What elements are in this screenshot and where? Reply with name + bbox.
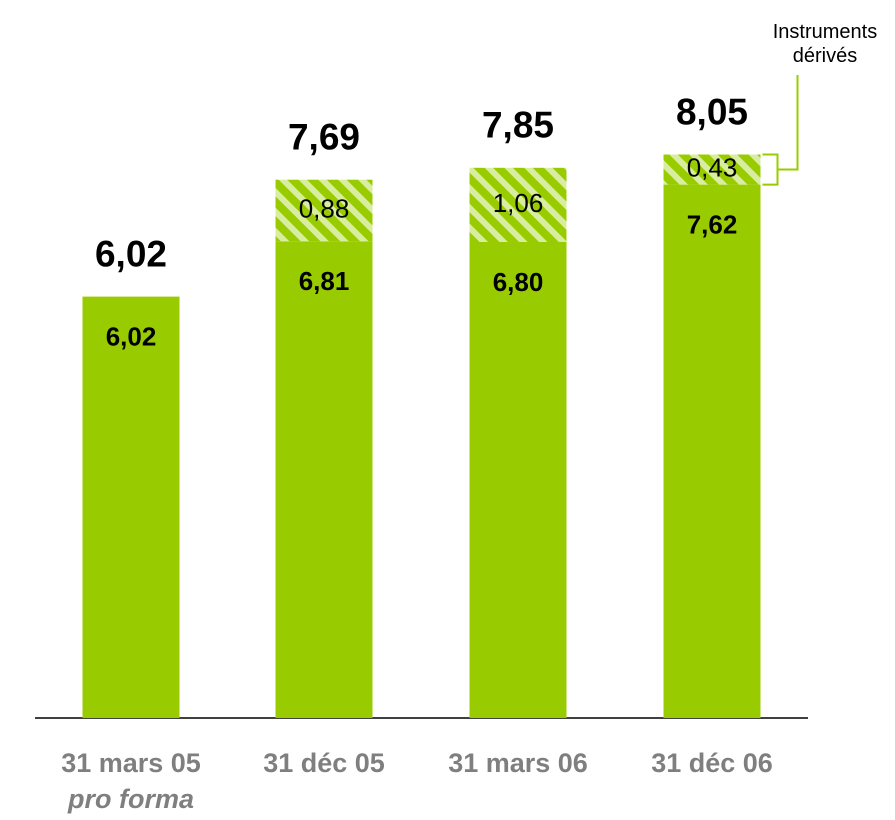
value-label: 1,06 (493, 188, 544, 218)
bar-segment (469, 242, 567, 718)
total-label: 6,02 (95, 233, 167, 274)
hatched-segment (469, 167, 567, 242)
value-label: 6,02 (106, 321, 157, 351)
hatched-segment (663, 154, 761, 185)
callout-bracket (762, 75, 799, 186)
hatched-segment (275, 179, 373, 242)
bar-segment (663, 184, 761, 719)
bar-segment (82, 296, 180, 718)
x-tick-label: 31 déc 05 (263, 748, 385, 778)
value-label: 6,80 (493, 267, 544, 297)
total-label: 7,69 (288, 116, 360, 157)
value-label: 7,62 (687, 209, 738, 239)
total-label: 8,05 (676, 91, 748, 132)
category-note: pro forma (67, 784, 194, 814)
x-tick-label: 31 mars 05 (61, 748, 201, 778)
bar-segment (275, 241, 373, 719)
total-label: 7,85 (482, 105, 554, 146)
value-label: 6,81 (299, 266, 350, 296)
value-label: 0,88 (299, 193, 350, 223)
value-label: 0,43 (687, 152, 738, 182)
x-tick-label: 31 déc 06 (651, 748, 773, 778)
x-tick-label: 31 mars 06 (448, 748, 588, 778)
series-label: Instruments dérivés (772, 21, 878, 67)
